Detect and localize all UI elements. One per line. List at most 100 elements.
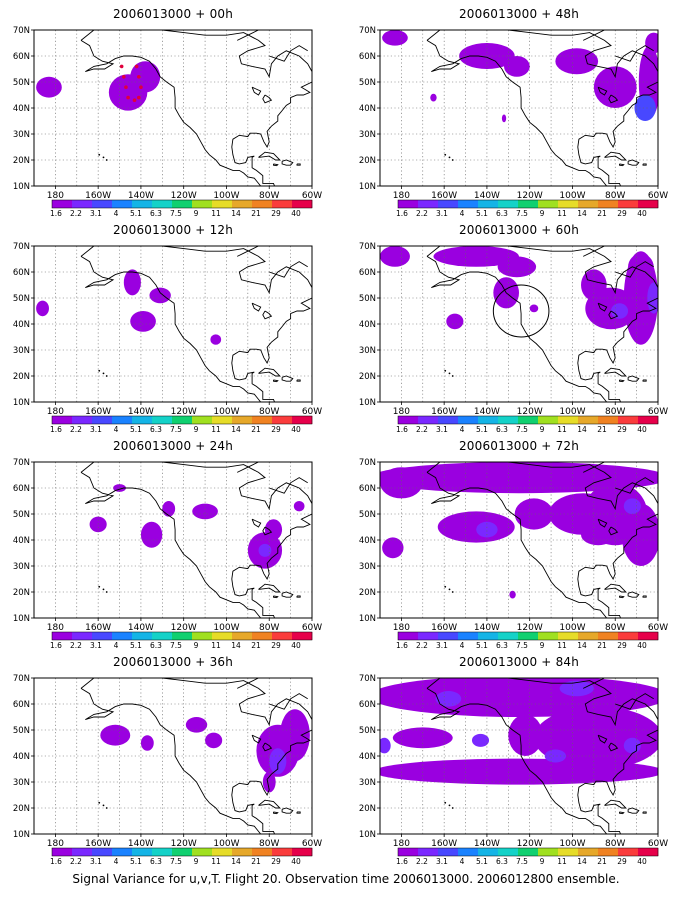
colorbar-label: 5.1 <box>130 425 142 432</box>
lon-tick-label: 60W <box>302 623 322 633</box>
colorbar-label: 2.2 <box>70 641 82 648</box>
plot-frame <box>33 245 313 403</box>
colorbar-label: 29 <box>617 857 627 864</box>
colorbar-swatch <box>618 416 639 424</box>
island <box>451 159 454 161</box>
colorbar-swatch <box>498 200 519 208</box>
colorbar-label: 7.5 <box>170 209 182 216</box>
lon-tick-label: 140W <box>128 191 154 201</box>
colorbar-frame <box>51 415 313 425</box>
colorbar-label: 11 <box>211 857 221 864</box>
colorbar-label: 11 <box>557 425 567 432</box>
colorbar-label: 1.6 <box>396 857 408 864</box>
coastline <box>426 678 658 727</box>
coastline <box>426 256 608 402</box>
colorbar-swatch <box>112 200 133 208</box>
island <box>105 375 108 377</box>
lat-tick-label: 20N <box>13 372 30 382</box>
colorbar-label: 29 <box>617 641 627 648</box>
island <box>98 153 101 156</box>
coastline <box>237 246 259 257</box>
variance-region <box>634 95 656 121</box>
variance-region <box>36 76 62 98</box>
colorbar-swatch <box>518 632 539 640</box>
colorbar-swatch <box>558 848 579 856</box>
dropsonde-point <box>136 75 141 79</box>
lon-tick-label: 100W <box>559 839 585 849</box>
colorbar-label: 2.2 <box>70 857 82 864</box>
variance-region <box>437 511 515 543</box>
coastline <box>251 302 262 312</box>
colorbar-swatch <box>598 200 619 208</box>
map-panel: 2006013000 + 24h 10N 20N 30N 40N 50N 60N 70N 180… <box>0 432 346 648</box>
coastline <box>615 477 654 494</box>
colorbar-label: 7.5 <box>516 209 528 216</box>
coastline <box>583 246 605 257</box>
lat-tick-label: 50N <box>359 510 376 520</box>
lon-tick-label: 180 <box>47 839 64 849</box>
coastline <box>619 379 625 383</box>
lat-tick-label: 70N <box>359 242 376 252</box>
coastline <box>281 159 294 166</box>
colorbar-swatch <box>418 632 439 640</box>
lat-tick-label: 70N <box>13 674 30 684</box>
colorbar-swatch <box>72 200 93 208</box>
colorbar-swatch <box>292 416 313 424</box>
coastline <box>80 472 262 618</box>
coastline <box>426 246 658 295</box>
colorbar-label: 29 <box>617 425 627 432</box>
coastline <box>231 71 312 186</box>
colorbar-swatch <box>478 416 499 424</box>
variance-region <box>623 737 641 754</box>
lon-tick-label: 120W <box>517 407 543 417</box>
coastline <box>627 159 640 166</box>
colorbar-frame <box>397 199 659 209</box>
coastline <box>597 302 608 312</box>
colorbar-swatch <box>92 200 113 208</box>
lat-tick-label: 60N <box>359 52 376 62</box>
colorbar-label: 5.1 <box>130 641 142 648</box>
coastline <box>619 595 625 599</box>
lat-tick-label: 50N <box>13 78 30 88</box>
lon-tick-label: 80W <box>605 623 625 633</box>
dropsonde-point <box>136 95 141 100</box>
lat-tick-label: 10N <box>359 830 376 840</box>
variance-region <box>382 537 404 559</box>
island <box>98 369 101 372</box>
coastline <box>237 678 259 689</box>
target-circle <box>492 284 550 338</box>
variance-region <box>581 524 616 546</box>
lat-tick-label: 60N <box>359 484 376 494</box>
lon-tick-label: 120W <box>171 191 197 201</box>
colorbar-label: 14 <box>577 857 587 864</box>
lat-tick-label: 70N <box>359 458 376 468</box>
colorbar-label: 2.2 <box>416 641 428 648</box>
lon-tick-label: 100W <box>559 407 585 417</box>
variance-region <box>210 334 222 345</box>
colorbar-swatch <box>498 848 519 856</box>
coastline <box>80 40 262 186</box>
colorbar-swatch <box>232 632 253 640</box>
figure-caption: Signal Variance for u,v,T. Flight 20. Ob… <box>72 872 620 886</box>
colorbar-swatch <box>618 632 639 640</box>
coastline <box>642 811 647 814</box>
colorbar-swatch <box>152 416 173 424</box>
variance-region <box>585 287 637 330</box>
coastline <box>262 94 273 104</box>
variance-region <box>192 503 218 520</box>
colorbar-label: 11 <box>211 209 221 216</box>
colorbar-swatch <box>152 848 173 856</box>
coastline <box>604 151 627 161</box>
colorbar-swatch <box>538 416 559 424</box>
lat-tick-label: 20N <box>359 372 376 382</box>
coastline <box>426 472 608 618</box>
colorbar-swatch <box>252 200 273 208</box>
coastline <box>281 591 294 598</box>
colorbar-swatch <box>192 632 213 640</box>
coastline <box>615 693 654 710</box>
coastline <box>296 811 301 814</box>
variance-region <box>593 66 637 108</box>
island <box>98 585 101 588</box>
island <box>98 801 101 804</box>
coastline <box>231 503 312 618</box>
